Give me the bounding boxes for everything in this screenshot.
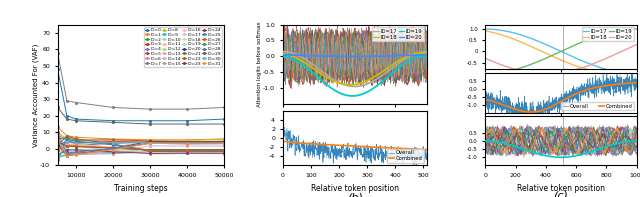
Overall xyxy=(364,151,371,153)
Combined xyxy=(561,98,569,100)
Combined xyxy=(305,142,312,145)
Line: Combined: Combined xyxy=(283,141,427,150)
Legend: ID=0, ID=1, ID=2, ID=3, ID=4, ID=5, ID=6, ID=7, ID=8, ID=9, ID=10, ID=11, ID=12,: ID=0, ID=1, ID=2, ID=3, ID=4, ID=5, ID=6… xyxy=(144,27,222,67)
Combined xyxy=(344,145,352,147)
Legend: Overall, Combined: Overall, Combined xyxy=(387,149,424,163)
Overall xyxy=(316,141,324,143)
Overall xyxy=(561,106,569,108)
Line: Combined: Combined xyxy=(485,82,637,112)
Overall xyxy=(633,83,640,86)
Combined xyxy=(502,104,509,107)
Text: (c): (c) xyxy=(554,191,568,197)
Text: (b): (b) xyxy=(347,193,363,197)
Combined xyxy=(423,149,431,151)
Combined xyxy=(364,146,371,148)
X-axis label: Training steps: Training steps xyxy=(114,184,168,193)
Overall xyxy=(507,110,515,112)
Y-axis label: Attention logits before softmax: Attention logits before softmax xyxy=(257,21,262,107)
Overall xyxy=(344,142,352,144)
Combined xyxy=(507,107,515,109)
Combined xyxy=(527,111,534,113)
Combined xyxy=(547,106,555,108)
Overall xyxy=(387,145,395,147)
Line: Overall: Overall xyxy=(283,125,427,166)
Overall xyxy=(603,70,611,72)
Combined xyxy=(564,97,572,99)
Combined xyxy=(532,111,540,113)
Overall xyxy=(279,124,287,126)
Combined xyxy=(481,98,489,101)
Legend: Overall, Combined: Overall, Combined xyxy=(561,102,634,110)
Overall xyxy=(410,165,417,167)
Overall xyxy=(423,152,431,154)
Combined xyxy=(316,143,324,145)
Combined xyxy=(387,147,395,149)
X-axis label: Relative token position: Relative token position xyxy=(517,184,605,193)
Overall xyxy=(481,104,489,106)
Y-axis label: Variance Accounted For (VAF): Variance Accounted For (VAF) xyxy=(32,43,38,147)
Legend: ID=17, ID=18, ID=19, ID=20: ID=17, ID=18, ID=19, ID=20 xyxy=(582,27,634,41)
Overall xyxy=(532,116,540,118)
Combined xyxy=(279,140,287,142)
Line: Overall: Overall xyxy=(485,71,637,123)
X-axis label: Relative token position: Relative token position xyxy=(311,184,399,193)
Overall xyxy=(375,154,383,156)
Overall xyxy=(547,101,555,103)
Combined xyxy=(375,146,383,149)
Overall xyxy=(564,92,572,95)
Overall xyxy=(502,102,509,105)
Overall xyxy=(305,147,312,149)
Overall xyxy=(525,122,532,124)
Combined xyxy=(633,81,640,84)
Legend: ID=17, ID=18, ID=19, ID=20: ID=17, ID=18, ID=19, ID=20 xyxy=(372,27,424,41)
